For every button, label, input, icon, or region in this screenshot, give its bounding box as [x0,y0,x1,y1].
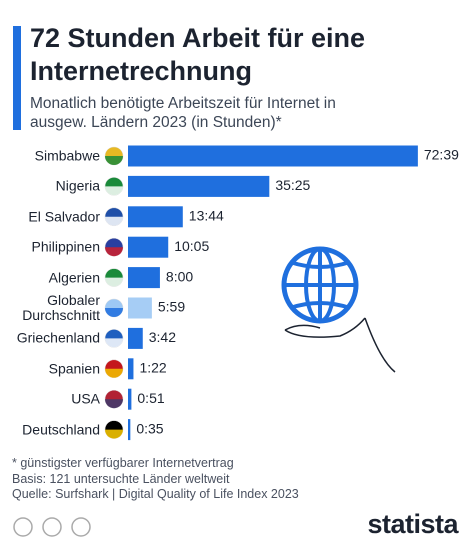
flag-icon [105,308,123,317]
value-label: 35:25 [275,177,310,193]
bar [128,388,132,410]
category-label: Deutschland [22,421,100,438]
category-label: Philippinen [31,238,101,255]
flag-icon [105,216,123,226]
bar [128,327,143,349]
globe-illustration [281,246,396,373]
footnote: * günstigster verfügbarer Internetvertra… [12,456,234,470]
bar [128,206,183,228]
flag-icon [105,277,123,287]
value-label: 10:05 [174,238,209,254]
category-label: Spanien [48,360,100,377]
flag-icon [105,247,123,257]
bar [128,175,270,197]
value-label: 8:00 [166,268,193,284]
value-label: 5:59 [158,299,185,315]
flag-icon [105,429,123,439]
category-label: El Salvador [28,208,100,225]
value-label: 0:35 [136,420,163,436]
flag-icon [105,368,123,378]
bar [128,297,152,319]
flag-icon [105,338,123,348]
category-label: Nigeria [55,177,100,194]
accent-bar [13,26,21,130]
bar [128,145,418,167]
bar [128,236,169,258]
category-label: Globaler Durchschnitt [22,292,100,323]
flag-icon [105,399,123,409]
value-label: 72:39 [424,147,459,163]
cc-icons [13,517,91,537]
category-label: USA [71,390,100,407]
flag-icon [105,156,123,165]
footnote: Basis: 121 untersuchte Länder weltweit [12,471,230,486]
category-label: Algerien [48,269,100,286]
category-label: Simbabwe [34,147,100,164]
category-label: Griechenland [16,329,100,346]
bar [128,267,160,289]
brand-logo: statista [367,509,458,539]
chart-title: 72 Stunden Arbeit für eine Internetrechn… [30,23,366,86]
chart-subtitle: Monatlich benötigte Arbeitszeit für Inte… [30,95,336,131]
value-label: 3:42 [149,329,176,345]
bar [128,419,131,441]
value-label: 13:44 [189,208,224,224]
bar [128,358,134,380]
value-label: 0:51 [137,390,164,406]
flag-icon [105,186,123,196]
footnote: Quelle: Surfshark | Digital Quality of L… [12,487,299,501]
value-label: 1:22 [139,360,166,376]
